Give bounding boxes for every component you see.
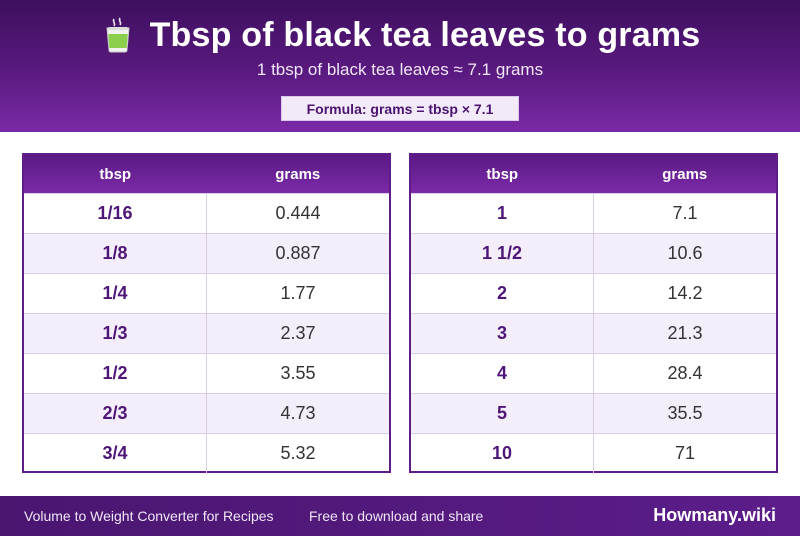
grams-cell: 10.6 xyxy=(667,243,703,263)
tbsp-cell: 1/3 xyxy=(24,314,207,353)
grams-cell: 2.37 xyxy=(280,323,316,343)
grams-cell: 21.3 xyxy=(667,323,703,343)
tea-cup-icon xyxy=(100,17,136,53)
table-row: 1 7.1 xyxy=(411,193,776,233)
tbsp-cell: 3/4 xyxy=(24,434,207,473)
grams-cell: 4.73 xyxy=(280,403,316,423)
table-row: 1/8 0.887 xyxy=(24,233,389,273)
subtitle: 1 tbsp of black tea leaves ≈ 7.1 grams xyxy=(256,60,544,79)
column-header-grams: grams xyxy=(275,165,321,183)
tbsp-cell: 5 xyxy=(411,394,594,433)
tbsp-cell: 1/8 xyxy=(24,234,207,273)
tbsp-cell: 1 1/2 xyxy=(411,234,594,273)
column-header-tbsp: tbsp xyxy=(486,165,519,183)
table-header: tbsp grams xyxy=(24,155,389,193)
tbsp-cell: 1 xyxy=(411,194,594,233)
tbsp-cell: 1/2 xyxy=(24,354,207,393)
table-row: 10 71 xyxy=(411,433,776,473)
tbsp-cell: 10 xyxy=(411,434,594,473)
table-header: tbsp grams xyxy=(411,155,776,193)
grams-cell: 5.32 xyxy=(280,443,316,463)
tbsp-cell: 2 xyxy=(411,274,594,313)
grams-cell: 28.4 xyxy=(667,363,703,383)
table-row: 1 1/2 10.6 xyxy=(411,233,776,273)
tbsp-cell: 2/3 xyxy=(24,394,207,433)
table-row: 3/4 5.32 xyxy=(24,433,389,473)
column-header-tbsp: tbsp xyxy=(99,165,132,183)
conversion-table-left: tbsp grams 1/16 0.444 1/8 0.887 1/4 1.77… xyxy=(22,153,391,473)
table-row: 2 14.2 xyxy=(411,273,776,313)
formula-badge: Formula: grams = tbsp × 7.1 xyxy=(281,96,519,121)
column-header-grams: grams xyxy=(662,165,708,183)
grams-cell: 71 xyxy=(674,443,696,463)
page-title: Tbsp of black tea leaves to grams xyxy=(149,15,701,54)
grams-cell: 1.77 xyxy=(280,283,316,303)
table-row: 3 21.3 xyxy=(411,313,776,353)
table-row: 1/3 2.37 xyxy=(24,313,389,353)
footer: Volume to Weight Converter for Recipes F… xyxy=(0,496,800,536)
grams-cell: 0.444 xyxy=(275,203,321,223)
grams-cell: 7.1 xyxy=(672,203,698,223)
tbsp-cell: 4 xyxy=(411,354,594,393)
header: Tbsp of black tea leaves to grams 1 tbsp… xyxy=(0,0,800,132)
table-row: 5 35.5 xyxy=(411,393,776,433)
tbsp-cell: 3 xyxy=(411,314,594,353)
grams-cell: 0.887 xyxy=(275,243,321,263)
grams-cell: 14.2 xyxy=(667,283,703,303)
table-row: 1/16 0.444 xyxy=(24,193,389,233)
tbsp-cell: 1/4 xyxy=(24,274,207,313)
tbsp-cell: 1/16 xyxy=(24,194,207,233)
table-row: 1/2 3.55 xyxy=(24,353,389,393)
grams-cell: 3.55 xyxy=(280,363,316,383)
table-row: 1/4 1.77 xyxy=(24,273,389,313)
table-row: 2/3 4.73 xyxy=(24,393,389,433)
table-row: 4 28.4 xyxy=(411,353,776,393)
brand-link[interactable]: Howmany.wiki xyxy=(653,505,776,525)
conversion-table-right: tbsp grams 1 7.1 1 1/2 10.6 2 14.2 3 21.… xyxy=(409,153,778,473)
footer-share-text: Free to download and share xyxy=(309,508,484,524)
footer-converter-text: Volume to Weight Converter for Recipes xyxy=(24,508,274,524)
title-row: Tbsp of black tea leaves to grams xyxy=(0,12,800,58)
grams-cell: 35.5 xyxy=(667,403,703,423)
